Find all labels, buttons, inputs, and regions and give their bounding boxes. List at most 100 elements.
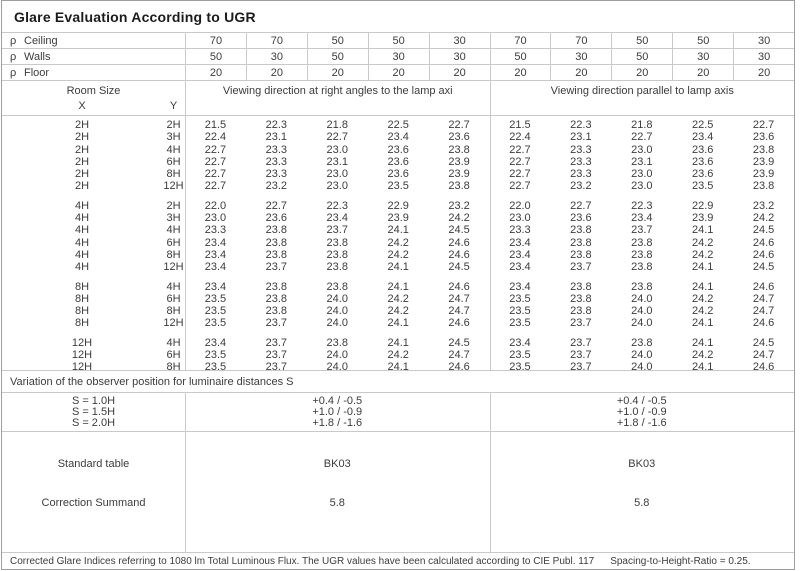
reflectance-value: 20 <box>185 65 246 80</box>
ugr-value: 21.8 <box>326 119 348 131</box>
ugr-value: 23.5 <box>509 349 531 362</box>
reflectance-value: 30 <box>550 49 611 64</box>
ugr-value: 23.0 <box>631 143 653 156</box>
reflectance-value: 50 <box>306 49 368 64</box>
room-y-header: Y <box>169 100 178 112</box>
column-separator <box>185 432 186 552</box>
ugr-value: 24.1 <box>387 261 409 274</box>
ugr-value: 24.0 <box>326 292 348 305</box>
ugr-value: 22.3 <box>265 119 288 131</box>
footer: Corrected Glare Indices referring to 108… <box>2 553 794 569</box>
reflectance-value: 30 <box>428 49 490 64</box>
room-x-header: X <box>78 100 86 112</box>
ugr-value: 23.4 <box>204 236 227 249</box>
room-y: 8H <box>166 305 181 318</box>
reflectance-row: ρ Floor 20 20 20 20 20 20 20 20 20 20 <box>2 65 794 81</box>
ugr-row: 4H 2H 22.0 22.7 22.3 22.9 23.2 22.0 22.7… <box>2 200 794 212</box>
ugr-value: 23.4 <box>691 131 714 144</box>
ugr-value: 23.6 <box>691 168 714 181</box>
ugr-value: 24.2 <box>387 236 409 249</box>
ugr-value: 23.5 <box>204 305 227 318</box>
reflectance-value: 20 <box>733 65 794 80</box>
reflectance-value: 20 <box>428 65 490 80</box>
ugr-value: 23.0 <box>631 180 653 193</box>
ugr-value: 23.5 <box>387 180 409 193</box>
ugr-value: 23.8 <box>570 280 592 293</box>
parallel-header: Viewing direction parallel to lamp axis <box>489 81 795 115</box>
ugr-value: 23.8 <box>570 305 592 318</box>
ugr-value: 24.2 <box>387 305 409 318</box>
ugr-block-8h: 8H 4H 23.4 23.8 23.8 24.1 24.6 23.4 23.8… <box>2 281 794 330</box>
ugr-value: 23.8 <box>326 280 348 293</box>
ugr-value: 23.8 <box>448 180 470 193</box>
reflectance-value: 20 <box>245 65 307 80</box>
ugr-value: 24.2 <box>752 212 775 225</box>
ugr-value: 24.0 <box>326 317 348 330</box>
ugr-value: 24.2 <box>387 349 409 362</box>
room-y: 4H <box>166 143 181 156</box>
room-y: 2H <box>166 199 181 212</box>
ugr-value: 23.8 <box>631 248 653 261</box>
reflectance-value: 30 <box>733 33 794 48</box>
ugr-value: 23.7 <box>265 349 288 362</box>
ugr-row: 8H 12H 23.5 23.7 24.0 24.1 24.6 23.5 23.… <box>2 317 794 329</box>
ugr-value: 23.5 <box>204 349 227 362</box>
ugr-value: 24.6 <box>752 236 775 249</box>
ugr-value: 23.0 <box>326 168 348 181</box>
ugr-value: 23.3 <box>570 168 592 181</box>
ugr-value: 23.8 <box>570 292 592 305</box>
ugr-value: 23.8 <box>326 261 348 274</box>
ugr-value: 22.7 <box>448 119 470 131</box>
s-label: S = 2.0H <box>71 417 116 429</box>
reflectance-surface: Ceiling <box>24 34 58 47</box>
ugr-value: 24.1 <box>387 317 409 330</box>
ugr-value: 24.0 <box>631 292 653 305</box>
ugr-value: 23.8 <box>265 292 288 305</box>
ugr-value: 23.3 <box>265 155 288 168</box>
room-size-label: Room Size <box>66 85 121 97</box>
ugr-value: 23.8 <box>631 336 653 349</box>
correction-summand-value-right-angles: 5.8 <box>329 497 345 509</box>
reflectance-value: 50 <box>489 49 551 64</box>
ugr-value: 23.8 <box>752 180 775 193</box>
ugr-value: 22.3 <box>570 119 592 131</box>
room-y: 8H <box>166 248 181 261</box>
ugr-value: 23.6 <box>570 212 592 225</box>
standard-table-value-parallel: BK03 <box>628 458 656 470</box>
ugr-value: 24.0 <box>326 349 348 362</box>
room-y: 12H <box>163 317 184 330</box>
column-separator <box>489 393 491 431</box>
s-value-parallel: +1.8 / -1.6 <box>616 417 667 429</box>
reflectance-value: 50 <box>306 33 368 48</box>
room-x: 8H <box>74 292 90 305</box>
ugr-value: 24.0 <box>326 361 348 374</box>
ugr-value: 23.1 <box>265 131 288 144</box>
reflectance-value: 30 <box>672 49 733 64</box>
room-y: 6H <box>166 236 181 249</box>
reflectance-value: 20 <box>367 65 429 80</box>
ugr-value: 24.0 <box>631 349 653 362</box>
ugr-value: 23.4 <box>509 261 531 274</box>
ugr-value: 24.1 <box>691 336 714 349</box>
ugr-value: 24.5 <box>448 224 470 237</box>
ugr-value: 23.1 <box>631 155 653 168</box>
ugr-value: 24.6 <box>448 317 470 330</box>
right-angles-header: Viewing direction at right angles to the… <box>185 81 490 115</box>
ugr-row: 2H 2H 21.5 22.3 21.8 22.5 22.7 21.5 22.3… <box>2 119 794 131</box>
rho-symbol: ρ <box>10 66 17 79</box>
column-separator <box>185 393 186 431</box>
ugr-value: 24.2 <box>691 305 714 318</box>
correction-summand-value-parallel: 5.8 <box>634 497 650 509</box>
room-y: 4H <box>166 224 181 237</box>
ugr-value: 22.5 <box>691 119 714 131</box>
column-separator <box>489 116 491 370</box>
ugr-value: 23.8 <box>326 336 348 349</box>
ugr-row: 4H 12H 23.4 23.7 23.8 24.1 24.5 23.4 23.… <box>2 261 794 273</box>
ugr-value: 23.6 <box>387 143 409 156</box>
ugr-value: 23.8 <box>752 143 775 156</box>
ugr-value: 22.7 <box>509 180 531 193</box>
ugr-value: 21.8 <box>631 119 653 131</box>
ugr-value: 23.4 <box>509 280 531 293</box>
ugr-value: 23.5 <box>204 292 227 305</box>
ugr-value: 24.0 <box>326 305 348 318</box>
